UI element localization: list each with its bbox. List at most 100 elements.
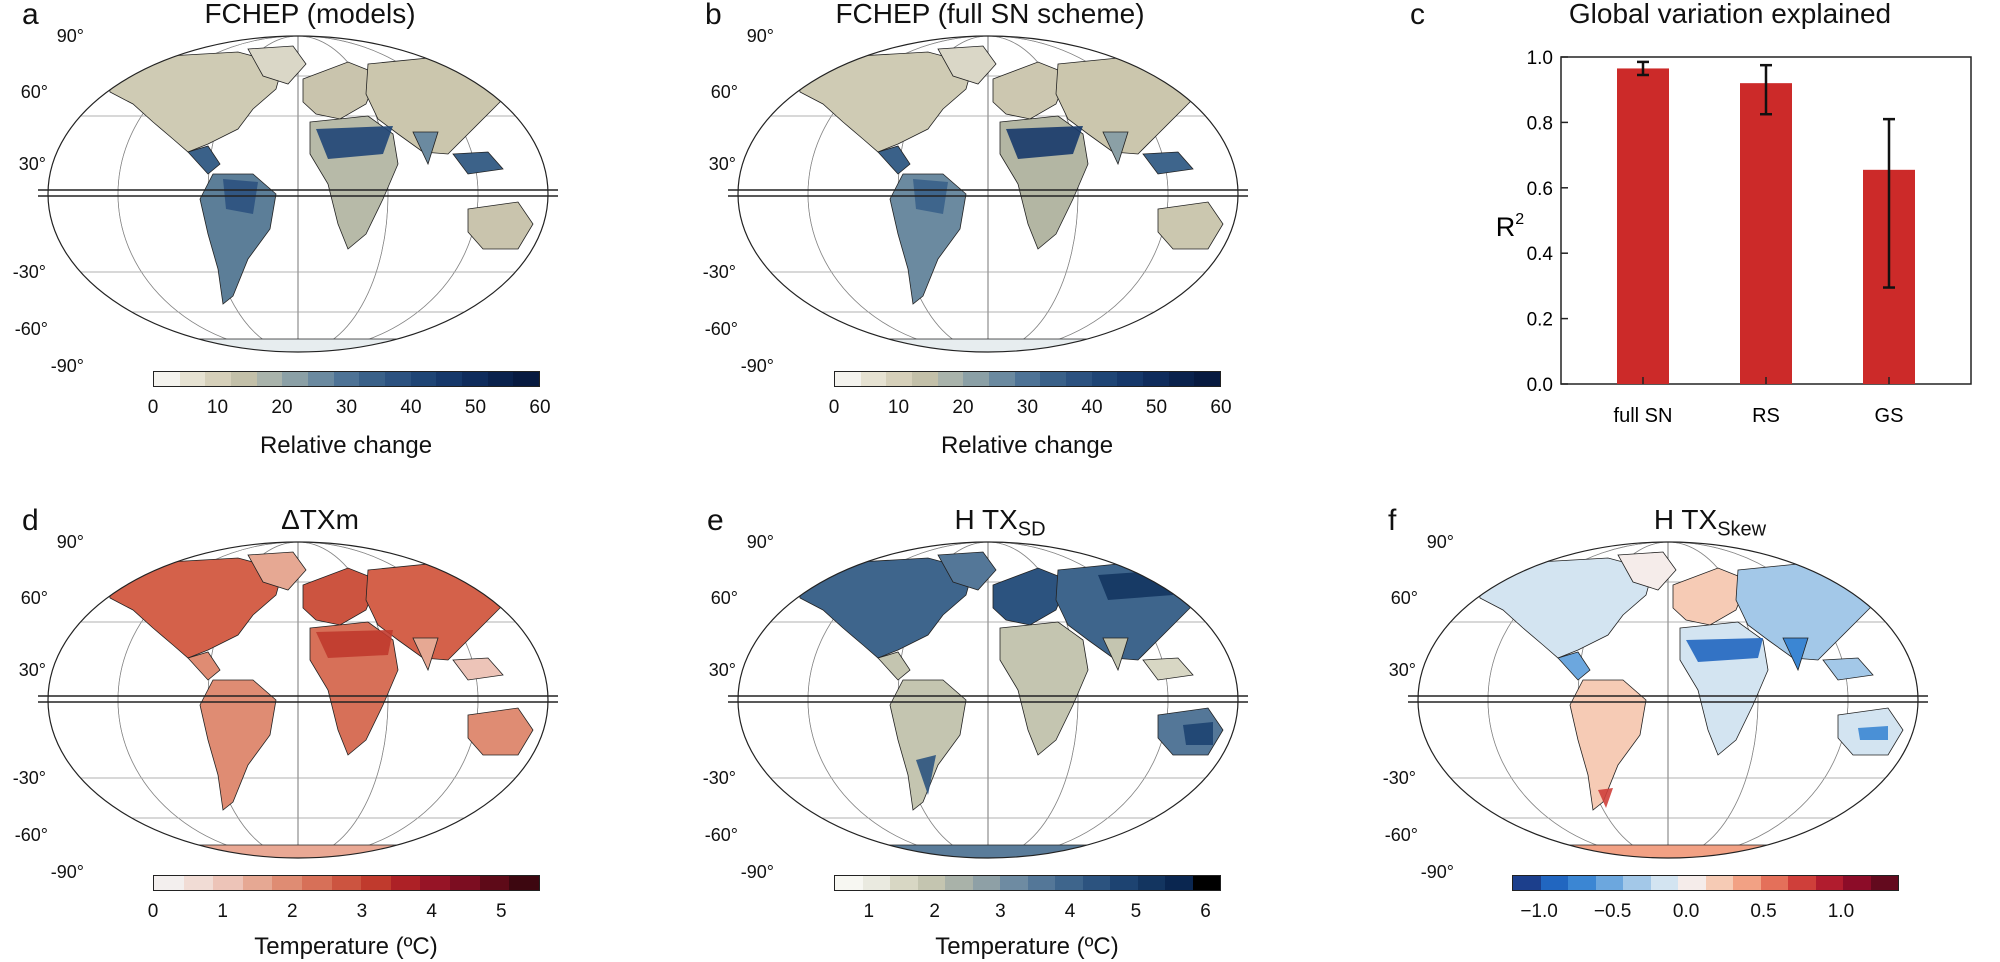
colorbar-tick-label: 50 bbox=[1145, 397, 1168, 418]
colorbar-tick-label: 20 bbox=[271, 397, 293, 418]
panel-title: H TXSD bbox=[954, 504, 1046, 541]
colorbar bbox=[834, 371, 1221, 387]
panel-e: e H TXSD 90° 60° 30° -30° -60° -90° 1 2 3 4 5 6 Te… bbox=[680, 500, 1258, 962]
continent-southAmerica bbox=[199, 173, 277, 305]
map-outline bbox=[47, 541, 549, 859]
panel-label: d bbox=[22, 504, 39, 537]
map-svg bbox=[38, 541, 568, 859]
colorbar-swatch bbox=[945, 876, 973, 890]
latitude-label: 90° bbox=[56, 26, 84, 46]
colorbar-swatch bbox=[1165, 876, 1193, 890]
continent-africa bbox=[999, 621, 1089, 756]
colorbar-swatch bbox=[937, 372, 964, 386]
continent-centralAmerica bbox=[187, 651, 221, 681]
panel-label: c bbox=[1410, 0, 1425, 31]
continent-centralAmerica bbox=[877, 651, 911, 681]
colorbar-swatch bbox=[835, 876, 863, 890]
colorbar-tick-label: 1.0 bbox=[1827, 901, 1855, 922]
colorbar-swatch bbox=[1040, 372, 1067, 386]
panel-title: H TXSkew bbox=[1653, 504, 1767, 541]
latitude-label: 60° bbox=[20, 588, 48, 608]
latitude-label: 90° bbox=[56, 532, 84, 552]
colorbar-swatch bbox=[205, 372, 232, 386]
panel-d: d ΔTXm 90° 60° 30° -30° -60° -90° 0 1 2 3 4 5 Temp… bbox=[0, 500, 568, 962]
colorbar-label: Relative change bbox=[940, 432, 1114, 459]
continent-europe bbox=[302, 567, 379, 626]
continent-seAsia bbox=[452, 151, 504, 175]
colorbar-swatch bbox=[450, 876, 480, 890]
colorbar-swatch bbox=[420, 876, 451, 890]
colorbar-swatch bbox=[242, 876, 273, 890]
continent-southAmerica bbox=[889, 679, 967, 811]
latitude-label: 90° bbox=[746, 26, 774, 46]
continent-europe bbox=[992, 567, 1069, 626]
colorbar-swatch bbox=[390, 876, 421, 890]
continent-southAmerica bbox=[1569, 679, 1647, 811]
colorbar-tick-label: 40 bbox=[400, 397, 422, 418]
panel-label: a bbox=[22, 0, 39, 31]
colorbar-swatch bbox=[1192, 876, 1220, 890]
colorbar-tick-label: 3 bbox=[356, 901, 368, 922]
map-svg bbox=[1408, 541, 1938, 859]
latitude-label: -90° bbox=[740, 862, 774, 882]
colorbar-swatch bbox=[1082, 876, 1110, 890]
colorbar-swatch bbox=[1014, 372, 1041, 386]
colorbar-swatch bbox=[436, 372, 463, 386]
colorbar bbox=[834, 875, 1221, 891]
chart-title: Global variation explained bbox=[1568, 0, 1892, 29]
latitude-label: -60° bbox=[704, 825, 738, 845]
latitude-label: 60° bbox=[20, 82, 48, 102]
continent-greenland bbox=[1617, 551, 1677, 591]
colorbar-swatch bbox=[835, 372, 861, 386]
y-axis-label: R2 bbox=[1496, 211, 1525, 242]
latitude-label: 30° bbox=[708, 154, 736, 174]
colorbar-swatch bbox=[1623, 876, 1651, 890]
latitude-label: -60° bbox=[1384, 825, 1418, 845]
latitude-label: -60° bbox=[14, 319, 48, 339]
colorbar-tick-label: 30 bbox=[335, 397, 358, 418]
colorbar-swatch bbox=[1194, 372, 1221, 386]
colorbar-tick-label: 30 bbox=[1016, 397, 1039, 418]
continent-india bbox=[1102, 637, 1129, 672]
latitude-label: -90° bbox=[1420, 862, 1454, 882]
colorbar-tick-label: 0.0 bbox=[1672, 901, 1700, 922]
colorbar-swatch bbox=[1117, 372, 1144, 386]
colorbar-swatch bbox=[917, 876, 945, 890]
continent-southAmerica bbox=[199, 679, 277, 811]
colorbar-swatch bbox=[890, 876, 918, 890]
world-map bbox=[728, 34, 1258, 359]
continent-centralAmerica bbox=[877, 145, 911, 175]
colorbar bbox=[1512, 875, 1899, 891]
continent-northAmerica bbox=[1477, 557, 1654, 659]
colorbar-swatch bbox=[359, 372, 386, 386]
continent-india bbox=[412, 131, 439, 166]
colorbar-tick-label: 1 bbox=[217, 901, 228, 922]
colorbar-swatch bbox=[1733, 876, 1761, 890]
contour-region bbox=[1183, 722, 1213, 745]
bar-chart: 0.0 0.2 0.4 0.6 0.8 1.0 full SN RS GS R2 bbox=[1496, 48, 1972, 427]
colorbar-swatch bbox=[154, 372, 180, 386]
latitude-label: 90° bbox=[746, 532, 774, 552]
colorbar-swatch bbox=[256, 372, 283, 386]
world-map bbox=[38, 540, 568, 865]
colorbar-tick-label: 0 bbox=[828, 397, 840, 418]
colorbar-swatch bbox=[860, 372, 887, 386]
colorbar-swatch bbox=[1705, 876, 1733, 890]
contour-region bbox=[1598, 788, 1613, 808]
colorbar-tick-label: 5 bbox=[1130, 901, 1142, 922]
latitude-label: 60° bbox=[710, 588, 738, 608]
colorbar-tick-label: 50 bbox=[464, 397, 487, 418]
latitude-label: 60° bbox=[710, 82, 738, 102]
colorbar-swatch bbox=[1137, 876, 1165, 890]
continent-europe bbox=[302, 61, 379, 120]
latitude-label: -60° bbox=[704, 319, 738, 339]
continent-centralAmerica bbox=[187, 145, 221, 175]
continent-greenland bbox=[937, 551, 997, 591]
colorbar-tick-label: 5 bbox=[496, 901, 507, 922]
continent-australia bbox=[1157, 201, 1224, 250]
panel-label: b bbox=[705, 0, 722, 31]
panel-f: f H TXSkew 90° 60° 30° -30° -60° -90° −1.0 −0.… bbox=[1360, 500, 2000, 962]
latitude-label: -60° bbox=[14, 825, 48, 845]
colorbar-swatch bbox=[487, 372, 514, 386]
continent-australia bbox=[467, 707, 534, 756]
